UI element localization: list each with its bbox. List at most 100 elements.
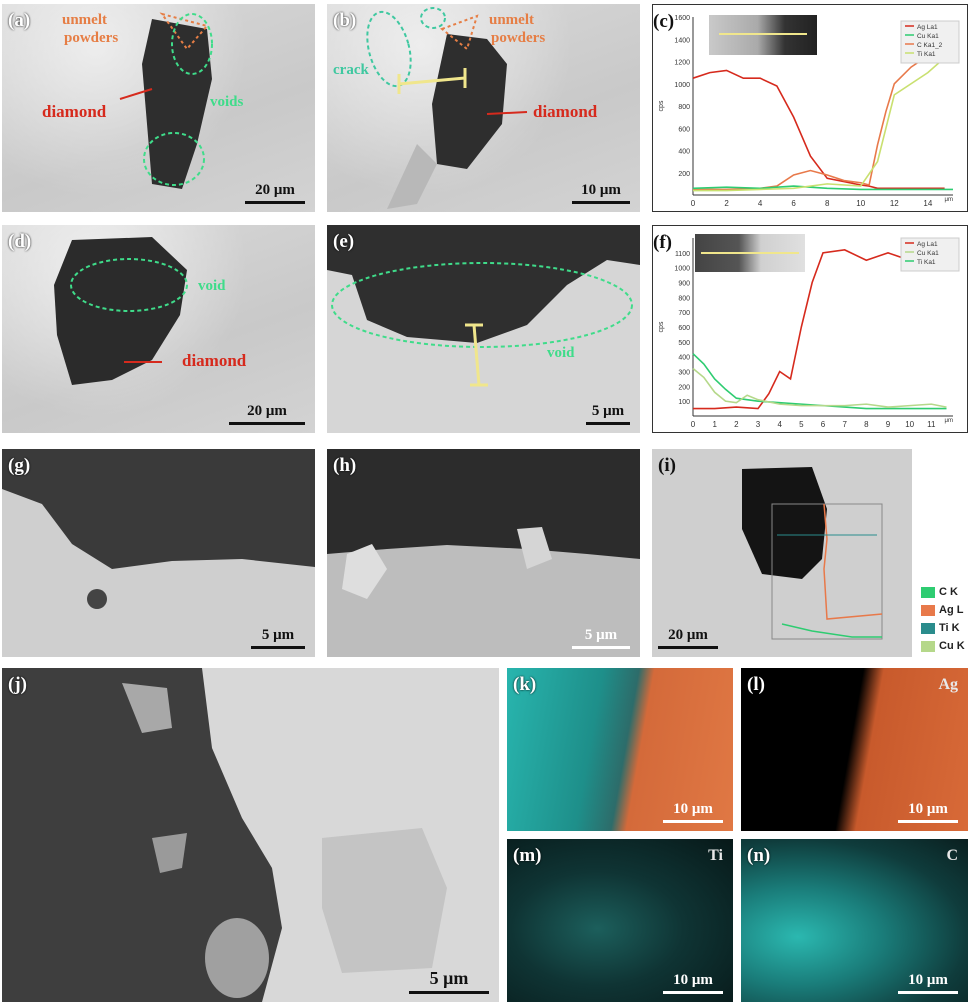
legend-label: Cu K bbox=[939, 640, 965, 652]
x-tick-label: 3 bbox=[756, 420, 761, 429]
series-line bbox=[692, 353, 947, 410]
y-tick-label: 1400 bbox=[674, 37, 690, 44]
series-line bbox=[692, 185, 953, 191]
legend-label: C K bbox=[939, 586, 958, 598]
scale-bar: 5 μm bbox=[409, 968, 489, 994]
y-tick-label: 700 bbox=[678, 310, 690, 317]
annot-void: void bbox=[198, 278, 226, 294]
panel-label: (f) bbox=[653, 232, 672, 253]
legend-label: Ti Ka1 bbox=[917, 51, 936, 58]
linescan-chart-f: 0 1 2 3 4 5 6 7 8 9 10 11 100 200 300 400 500 600 700 800 90… bbox=[658, 237, 960, 429]
panel-label: (i) bbox=[658, 455, 676, 476]
panel-i-image bbox=[742, 467, 883, 640]
panel-label: (n) bbox=[747, 845, 771, 866]
legend-item-ag: Ag L bbox=[921, 604, 963, 616]
panel-h-image bbox=[327, 527, 640, 657]
scale-label: 5 μm bbox=[591, 403, 625, 419]
legend-item-ti: Ti K bbox=[921, 622, 960, 634]
panel-c: (c) 0 2 4 6 8 10 12 14 200 400 600 800 1000 1200 1400 1… bbox=[652, 4, 968, 212]
annot-voids: voids bbox=[210, 94, 244, 110]
series-line bbox=[693, 49, 954, 192]
panel-a-image bbox=[119, 12, 213, 189]
panel-d-image bbox=[54, 237, 188, 385]
panel-i: (i) 20 μm bbox=[652, 449, 912, 657]
panel-label: (d) bbox=[8, 231, 32, 252]
scale-bar: 10 μm bbox=[663, 801, 723, 823]
x-tick-label: 0 bbox=[691, 420, 696, 429]
x-tick-label: 6 bbox=[821, 420, 826, 429]
linescan-inset bbox=[709, 15, 817, 55]
x-tick-label: 6 bbox=[791, 199, 796, 208]
panel-label: (m) bbox=[513, 845, 542, 866]
annot-diamond: diamond bbox=[533, 102, 598, 121]
panel-f: (f) 0 1 2 3 4 5 6 7 8 9 10 11 100 200 300 400 500 600 700 8… bbox=[652, 225, 968, 433]
scale-label: 20 μm bbox=[247, 403, 287, 419]
y-axis-label: cps bbox=[658, 100, 665, 111]
series-line bbox=[692, 69, 945, 190]
scale-bar: 5 μm bbox=[586, 403, 630, 425]
scale-label: 5 μm bbox=[429, 968, 469, 988]
annot-diamond: diamond bbox=[42, 102, 107, 121]
legend-label: Cu Ka1 bbox=[917, 33, 939, 40]
x-tick-label: 12 bbox=[890, 199, 899, 208]
y-tick-label: 500 bbox=[678, 340, 690, 347]
panel-label: (j) bbox=[8, 674, 27, 695]
x-tick-label: 8 bbox=[825, 199, 830, 208]
panel-g-image bbox=[2, 489, 315, 657]
series-line bbox=[692, 367, 947, 408]
y-tick-label: 1000 bbox=[674, 82, 690, 89]
x-axis-label: μm bbox=[945, 197, 953, 203]
scale-bar: 5 μm bbox=[572, 627, 630, 649]
panel-label: (a) bbox=[8, 10, 31, 31]
legend-label: Ag La1 bbox=[917, 241, 938, 248]
scale-label: 10 μm bbox=[673, 801, 713, 817]
scale-bar: 10 μm bbox=[898, 972, 958, 994]
x-tick-label: 4 bbox=[758, 199, 763, 208]
x-tick-label: 4 bbox=[777, 420, 782, 429]
scale-label: 10 μm bbox=[908, 972, 948, 988]
y-tick-label: 1600 bbox=[674, 15, 690, 22]
panel-b: (b) unmelt powders crack diamond 10 μm bbox=[327, 4, 640, 212]
scale-bar: 20 μm bbox=[658, 627, 718, 649]
panel-label: (e) bbox=[333, 231, 355, 252]
legend-label: Ti K bbox=[939, 622, 960, 634]
legend-item-c: C K bbox=[921, 586, 958, 598]
y-tick-label: 300 bbox=[678, 370, 690, 377]
scale-label: 20 μm bbox=[668, 627, 708, 643]
panel-label: (b) bbox=[333, 10, 357, 31]
x-tick-label: 14 bbox=[923, 199, 932, 208]
scale-label: 20 μm bbox=[255, 182, 295, 198]
panel-e: (e) void 5 μm bbox=[327, 225, 640, 433]
panel-g: (g) 5 μm bbox=[2, 449, 315, 657]
y-tick-label: 400 bbox=[678, 355, 690, 362]
annot-crack: crack bbox=[333, 62, 369, 78]
scale-bar: 20 μm bbox=[245, 182, 305, 204]
panel-label: (h) bbox=[333, 455, 357, 476]
annot-powders: powders bbox=[491, 30, 546, 46]
legend-item-cu: Cu K bbox=[921, 640, 965, 652]
panel-label: (l) bbox=[747, 674, 765, 695]
x-tick-label: 10 bbox=[905, 420, 914, 429]
legend-label: Ag L bbox=[939, 604, 964, 616]
linescan-inset bbox=[695, 234, 805, 272]
annot-unmelt: unmelt bbox=[489, 12, 534, 28]
scale-label: 10 μm bbox=[581, 182, 621, 198]
panel-d: (d) void diamond 20 μm bbox=[2, 225, 315, 433]
panel-b-image bbox=[366, 7, 528, 209]
y-tick-label: 200 bbox=[678, 171, 690, 178]
legend-label: Ti Ka1 bbox=[917, 259, 936, 266]
panel-k: (k) 10 μm bbox=[507, 668, 733, 831]
annot-diamond: diamond bbox=[182, 351, 247, 370]
panel-e-image bbox=[327, 225, 640, 387]
scale-label: 5 μm bbox=[584, 627, 618, 643]
y-axis-label: cps bbox=[658, 321, 665, 332]
y-tick-label: 800 bbox=[678, 104, 690, 111]
x-tick-label: 5 bbox=[799, 420, 804, 429]
y-tick-label: 800 bbox=[678, 295, 690, 302]
y-tick-label: 1200 bbox=[674, 60, 690, 67]
y-tick-label: 200 bbox=[678, 384, 690, 391]
x-tick-label: 0 bbox=[691, 199, 696, 208]
panel-label: (k) bbox=[513, 674, 537, 695]
y-tick-label: 100 bbox=[678, 399, 690, 406]
scale-bar: 10 μm bbox=[572, 182, 630, 204]
